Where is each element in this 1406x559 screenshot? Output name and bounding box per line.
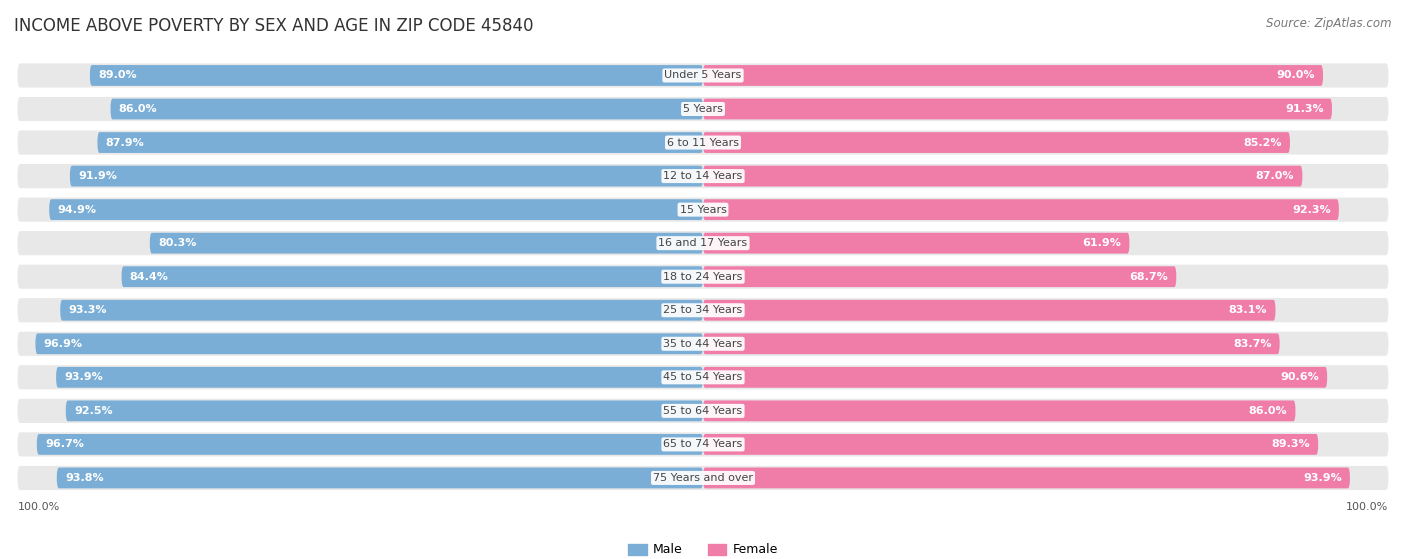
Text: 61.9%: 61.9% bbox=[1083, 238, 1121, 248]
FancyBboxPatch shape bbox=[17, 130, 1389, 155]
Text: 15 Years: 15 Years bbox=[679, 205, 727, 215]
Text: 45 to 54 Years: 45 to 54 Years bbox=[664, 372, 742, 382]
Text: 89.3%: 89.3% bbox=[1271, 439, 1310, 449]
Text: Under 5 Years: Under 5 Years bbox=[665, 70, 741, 80]
Text: 6 to 11 Years: 6 to 11 Years bbox=[666, 138, 740, 148]
FancyBboxPatch shape bbox=[703, 434, 1319, 455]
Text: 25 to 34 Years: 25 to 34 Years bbox=[664, 305, 742, 315]
FancyBboxPatch shape bbox=[703, 165, 1302, 187]
Text: 68.7%: 68.7% bbox=[1129, 272, 1168, 282]
FancyBboxPatch shape bbox=[17, 432, 1389, 457]
FancyBboxPatch shape bbox=[703, 300, 1275, 321]
FancyBboxPatch shape bbox=[17, 97, 1389, 121]
FancyBboxPatch shape bbox=[37, 434, 703, 455]
FancyBboxPatch shape bbox=[703, 132, 1289, 153]
Text: 100.0%: 100.0% bbox=[17, 502, 59, 512]
Text: 86.0%: 86.0% bbox=[1249, 406, 1288, 416]
Text: 84.4%: 84.4% bbox=[129, 272, 169, 282]
FancyBboxPatch shape bbox=[703, 367, 1327, 388]
Text: 93.8%: 93.8% bbox=[65, 473, 104, 483]
Text: 91.9%: 91.9% bbox=[79, 171, 117, 181]
Text: 55 to 64 Years: 55 to 64 Years bbox=[664, 406, 742, 416]
FancyBboxPatch shape bbox=[703, 333, 1279, 354]
FancyBboxPatch shape bbox=[70, 165, 703, 187]
FancyBboxPatch shape bbox=[121, 266, 703, 287]
FancyBboxPatch shape bbox=[17, 331, 1389, 356]
FancyBboxPatch shape bbox=[703, 199, 1339, 220]
Text: INCOME ABOVE POVERTY BY SEX AND AGE IN ZIP CODE 45840: INCOME ABOVE POVERTY BY SEX AND AGE IN Z… bbox=[14, 17, 533, 35]
FancyBboxPatch shape bbox=[703, 467, 1350, 489]
Legend: Male, Female: Male, Female bbox=[624, 540, 782, 559]
Text: 75 Years and over: 75 Years and over bbox=[652, 473, 754, 483]
Text: 83.7%: 83.7% bbox=[1233, 339, 1271, 349]
FancyBboxPatch shape bbox=[66, 400, 703, 421]
FancyBboxPatch shape bbox=[150, 233, 703, 254]
Text: 80.3%: 80.3% bbox=[157, 238, 197, 248]
FancyBboxPatch shape bbox=[111, 98, 703, 120]
FancyBboxPatch shape bbox=[703, 233, 1129, 254]
FancyBboxPatch shape bbox=[17, 164, 1389, 188]
Text: 100.0%: 100.0% bbox=[1347, 502, 1389, 512]
Text: 91.3%: 91.3% bbox=[1285, 104, 1323, 114]
Text: 90.6%: 90.6% bbox=[1279, 372, 1319, 382]
Text: 89.0%: 89.0% bbox=[98, 70, 136, 80]
Text: 83.1%: 83.1% bbox=[1229, 305, 1267, 315]
Text: 35 to 44 Years: 35 to 44 Years bbox=[664, 339, 742, 349]
FancyBboxPatch shape bbox=[17, 264, 1389, 289]
Text: 92.3%: 92.3% bbox=[1292, 205, 1330, 215]
FancyBboxPatch shape bbox=[703, 400, 1295, 421]
Text: 12 to 14 Years: 12 to 14 Years bbox=[664, 171, 742, 181]
FancyBboxPatch shape bbox=[703, 266, 1177, 287]
FancyBboxPatch shape bbox=[17, 197, 1389, 222]
Text: 87.0%: 87.0% bbox=[1256, 171, 1294, 181]
FancyBboxPatch shape bbox=[56, 367, 703, 388]
FancyBboxPatch shape bbox=[703, 65, 1323, 86]
Text: 94.9%: 94.9% bbox=[58, 205, 97, 215]
Text: 93.3%: 93.3% bbox=[69, 305, 107, 315]
Text: 85.2%: 85.2% bbox=[1243, 138, 1282, 148]
Text: 96.9%: 96.9% bbox=[44, 339, 83, 349]
Text: 5 Years: 5 Years bbox=[683, 104, 723, 114]
Text: 96.7%: 96.7% bbox=[45, 439, 84, 449]
FancyBboxPatch shape bbox=[90, 65, 703, 86]
FancyBboxPatch shape bbox=[17, 63, 1389, 88]
FancyBboxPatch shape bbox=[703, 98, 1331, 120]
Text: 93.9%: 93.9% bbox=[1303, 473, 1341, 483]
FancyBboxPatch shape bbox=[17, 365, 1389, 390]
FancyBboxPatch shape bbox=[17, 466, 1389, 490]
Text: 16 and 17 Years: 16 and 17 Years bbox=[658, 238, 748, 248]
Text: 65 to 74 Years: 65 to 74 Years bbox=[664, 439, 742, 449]
Text: 87.9%: 87.9% bbox=[105, 138, 145, 148]
FancyBboxPatch shape bbox=[17, 298, 1389, 323]
FancyBboxPatch shape bbox=[17, 231, 1389, 255]
FancyBboxPatch shape bbox=[35, 333, 703, 354]
Text: 93.9%: 93.9% bbox=[65, 372, 103, 382]
Text: 18 to 24 Years: 18 to 24 Years bbox=[664, 272, 742, 282]
FancyBboxPatch shape bbox=[49, 199, 703, 220]
Text: Source: ZipAtlas.com: Source: ZipAtlas.com bbox=[1267, 17, 1392, 30]
Text: 86.0%: 86.0% bbox=[118, 104, 157, 114]
FancyBboxPatch shape bbox=[56, 467, 703, 489]
Text: 92.5%: 92.5% bbox=[75, 406, 112, 416]
FancyBboxPatch shape bbox=[17, 399, 1389, 423]
FancyBboxPatch shape bbox=[97, 132, 703, 153]
Text: 90.0%: 90.0% bbox=[1277, 70, 1315, 80]
FancyBboxPatch shape bbox=[60, 300, 703, 321]
